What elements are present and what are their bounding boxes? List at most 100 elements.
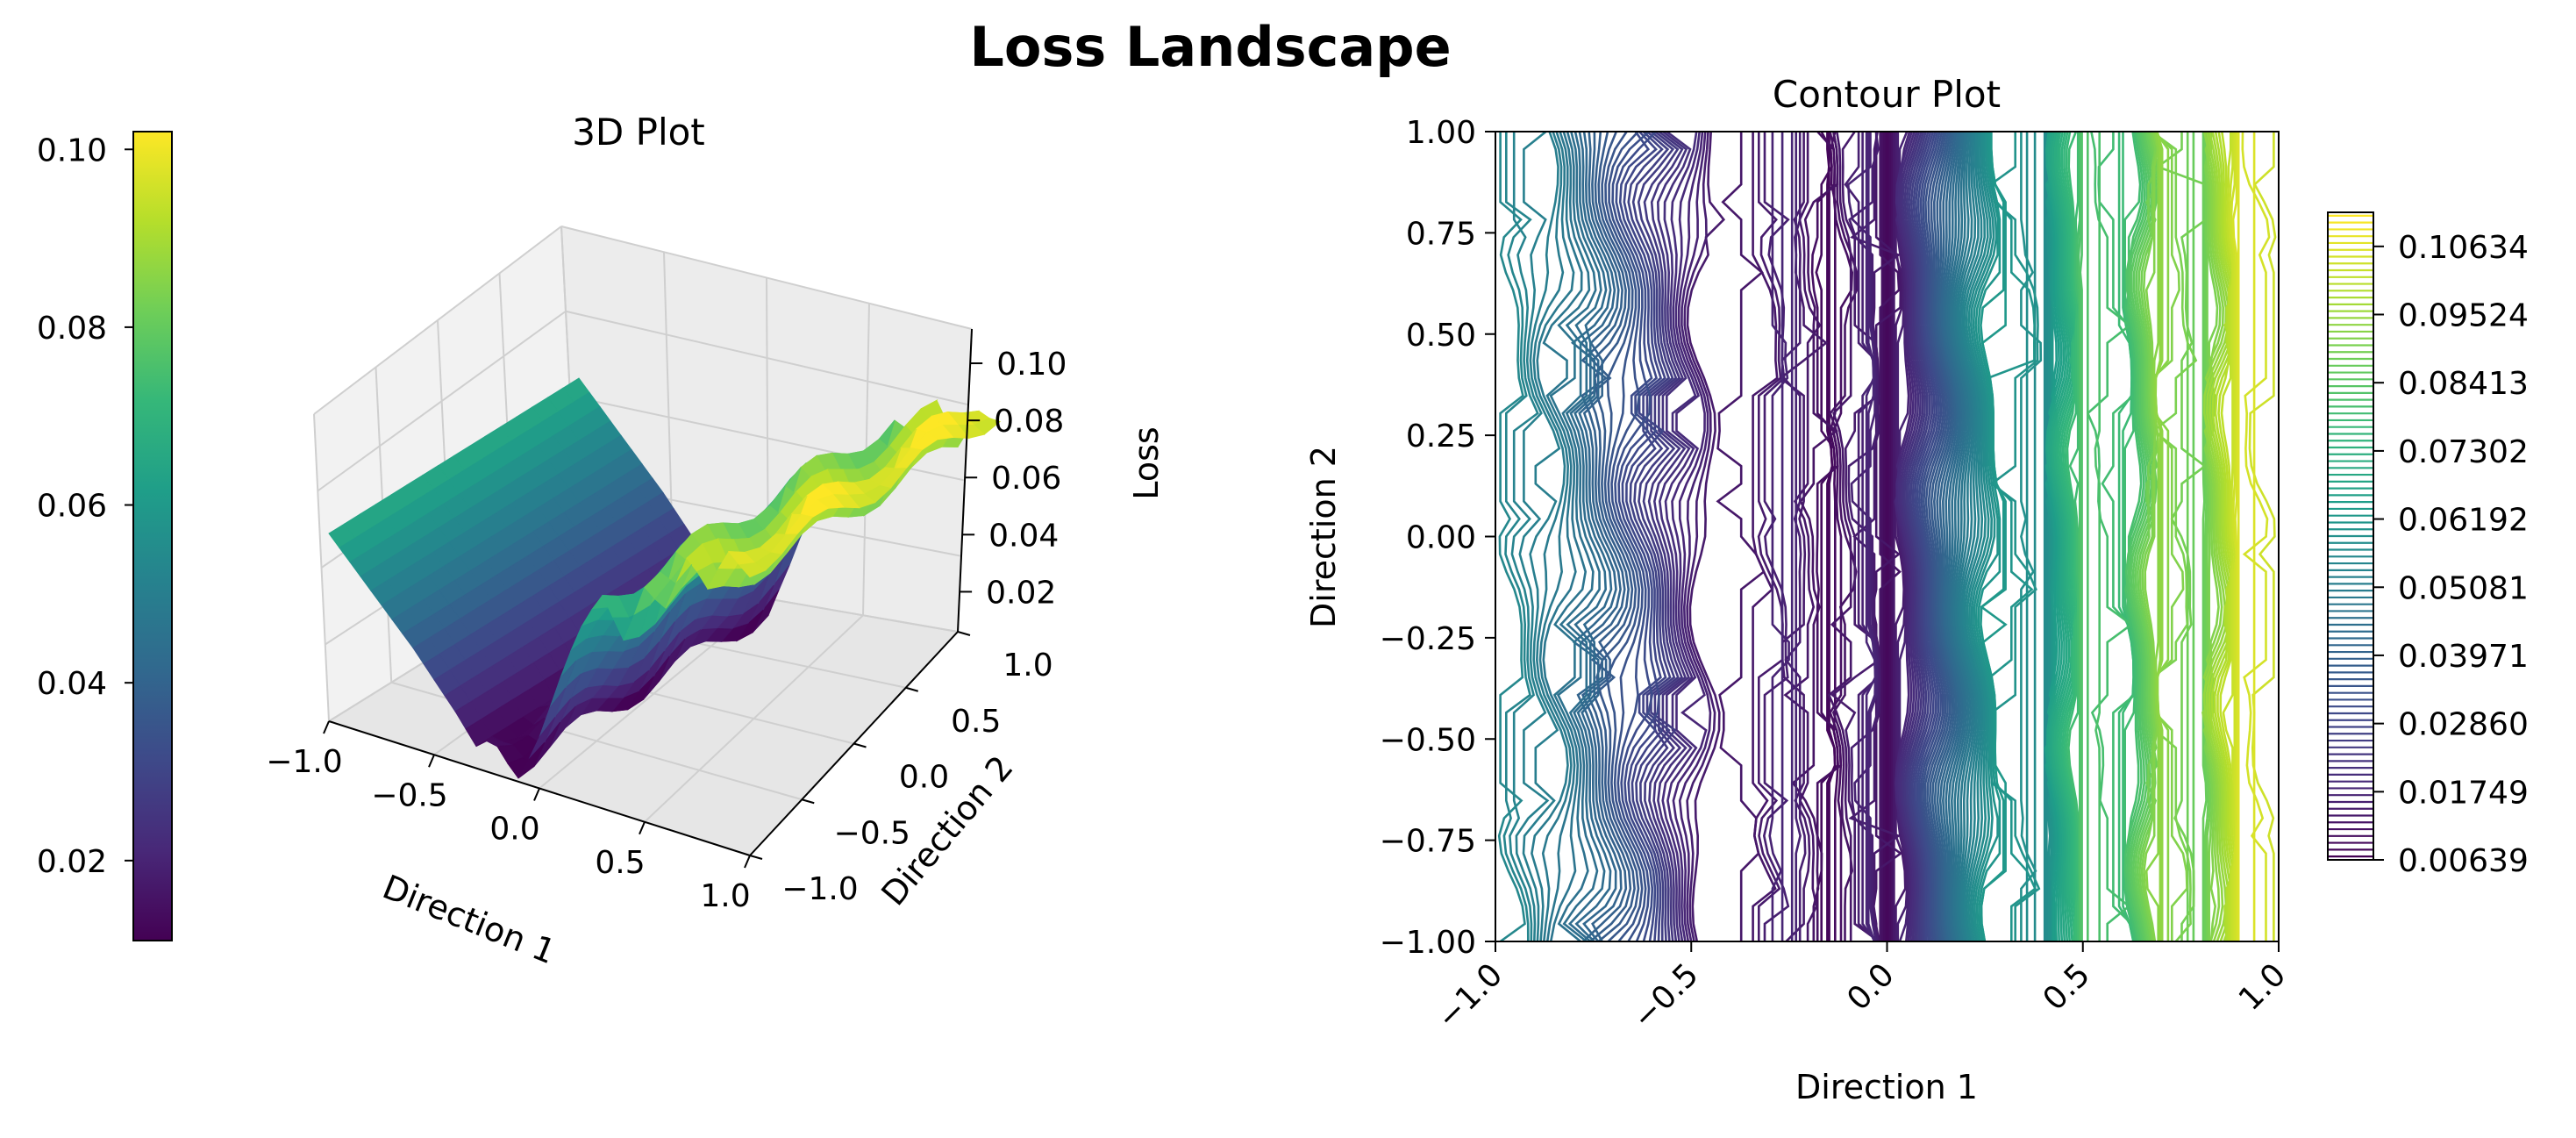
- contour-colorbar-tick-label: 0.00639: [2398, 843, 2529, 879]
- contour-line: [1965, 132, 1989, 941]
- surface-x-tick: [639, 821, 646, 835]
- contour-y-tick-label: −0.50: [1380, 722, 1476, 758]
- contour-line: [2094, 132, 2101, 941]
- contour-line: [2067, 132, 2081, 941]
- contour-line: [2045, 132, 2057, 941]
- contour-line: [1944, 132, 1964, 941]
- contour-line: [1778, 132, 1829, 941]
- contour-line: [1899, 132, 1920, 941]
- surface-colorbar: 0.02 0.04 0.06 0.08 0.10: [37, 131, 173, 941]
- contour-line: [1623, 132, 1665, 941]
- contour-line: [1963, 132, 1987, 941]
- contour-line: [1951, 132, 1973, 941]
- surface-y-tick-label: −0.5: [834, 815, 910, 851]
- contour-line: [2059, 132, 2080, 941]
- contour-line: [1549, 132, 1591, 941]
- contour-line: [1987, 132, 2037, 941]
- contour-colorbar-frame: [2327, 211, 2374, 861]
- contour-line: [2125, 132, 2149, 941]
- contour-line: [1938, 132, 1960, 941]
- surface-y-tick-label: −1.0: [781, 871, 858, 907]
- contour-line: [1586, 132, 1632, 941]
- surface-facet: [665, 563, 693, 609]
- contour-line: [1980, 132, 2005, 941]
- contour-line: [2201, 132, 2210, 941]
- surface-y-tick: [853, 742, 867, 748]
- contour-line: [1515, 132, 1550, 941]
- contour-line: [2231, 132, 2239, 941]
- contour-x-tick-label: −1.0: [1431, 956, 1510, 1036]
- surface-x-tick: [323, 720, 330, 734]
- contour-y-tick-label: −0.25: [1380, 621, 1476, 657]
- contour-line: [1762, 132, 1790, 941]
- surface-x-tick: [744, 855, 751, 869]
- contour-line: [2154, 132, 2164, 941]
- surface-y-tick-label: 0.5: [951, 704, 1001, 740]
- contour-line: [1903, 132, 1924, 941]
- contour-y-tick-label: −0.75: [1380, 824, 1476, 860]
- contour-line: [1953, 132, 1974, 941]
- contour-line: [2130, 132, 2153, 941]
- contour-line: [1815, 132, 1839, 941]
- contour-line: [1531, 132, 1569, 941]
- contour-line: [1542, 132, 1583, 941]
- contour-line: [1844, 132, 1880, 941]
- contour-line: [1666, 132, 1701, 941]
- contour-line: [1810, 132, 1843, 941]
- surface-grid-line: [644, 614, 864, 823]
- contour-line: [1716, 132, 1766, 941]
- contour-line: [1926, 132, 1949, 941]
- contour-line: [2055, 132, 2077, 941]
- contour-y-tick-label: 0.50: [1406, 318, 1476, 354]
- contour-line: [1846, 132, 1879, 941]
- contour-line: [2051, 132, 2073, 941]
- contour-line: [1959, 132, 1980, 941]
- contour-line: [1576, 132, 1623, 941]
- contour-line: [1522, 132, 1561, 941]
- contour-line: [1947, 132, 1968, 941]
- contour-line: [2079, 132, 2083, 941]
- surface-axes: −1.0−1.0−0.5−0.50.00.00.50.51.01.00.020.…: [266, 225, 1067, 914]
- surface-x-tick-label: 0.5: [595, 845, 645, 881]
- contour-line: [1611, 132, 1652, 941]
- contour-line: [1941, 132, 1962, 941]
- contour-line: [2020, 132, 2043, 941]
- contour-line: [1829, 132, 1854, 941]
- contour-line: [2097, 132, 2137, 941]
- contour-line: [1865, 132, 1877, 941]
- contour-line: [1879, 132, 1902, 941]
- contour-line: [1752, 132, 1779, 941]
- contour-line: [1647, 132, 1684, 941]
- contour-y-tick-label: 0.25: [1406, 419, 1476, 454]
- surface-y-tick: [749, 855, 763, 860]
- surface-y-tick: [801, 798, 815, 805]
- contour-line: [1861, 132, 1879, 941]
- contour-line: [1949, 132, 1970, 941]
- contour-colorbar-tick-label: 0.09524: [2398, 297, 2529, 333]
- contour-line: [1567, 132, 1608, 941]
- surface-colorbar-gradient: [132, 131, 173, 941]
- surface-z-axis-line: [957, 328, 973, 633]
- contour-line: [1642, 132, 1680, 941]
- contour-line: [2044, 132, 2059, 941]
- contour-line: [1909, 132, 1931, 941]
- contour-line: [1783, 132, 1822, 941]
- contour-line: [1631, 132, 1672, 941]
- surface-colorbar-tick-label: 0.06: [37, 489, 107, 525]
- contour-line: [2152, 132, 2170, 941]
- surface-facet: [707, 568, 735, 590]
- surface-plot-title: 3D Plot: [572, 111, 705, 154]
- contour-line: [1897, 132, 1917, 941]
- contour-line: [1917, 132, 1941, 941]
- contour-line: [1905, 132, 1927, 941]
- contour-line: [2117, 132, 2135, 941]
- contour-line: [2202, 132, 2230, 941]
- surface-colorbar-tick-label: 0.04: [37, 666, 107, 702]
- contour-line: [1562, 132, 1602, 941]
- contour-line: [1686, 132, 1726, 941]
- contour-line: [1969, 132, 1995, 941]
- contour-line: [2216, 132, 2237, 941]
- surface-y-tick-label: 0.0: [899, 760, 949, 796]
